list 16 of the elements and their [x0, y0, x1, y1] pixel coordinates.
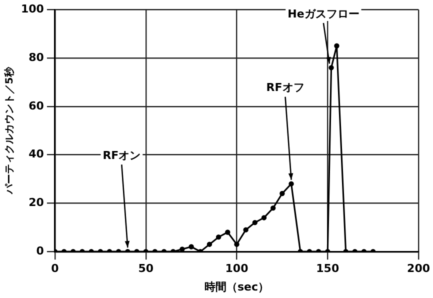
y-axis-title: パーティクルカウント／5秒: [4, 66, 16, 196]
x-tick-label: 150: [316, 262, 340, 276]
y-tick-label: 20: [28, 196, 44, 210]
y-tick-label: 0: [36, 244, 44, 258]
x-tick-label: 200: [407, 262, 430, 276]
y-tick-label: 100: [20, 2, 44, 16]
y-tick-label: 60: [28, 99, 44, 112]
x-axis-title: 時間（sec）: [204, 280, 270, 294]
y-tick-label: 80: [28, 50, 44, 64]
annotation: Heガスフロー: [288, 7, 360, 20]
x-tick-label: 0: [51, 262, 60, 276]
y-tick-label: 40: [28, 148, 44, 161]
x-tick-label: 50: [138, 262, 154, 276]
annotation: RFオフ: [266, 81, 304, 94]
x-tick-label: 100: [225, 262, 249, 276]
annotation: RFオン: [102, 148, 141, 162]
